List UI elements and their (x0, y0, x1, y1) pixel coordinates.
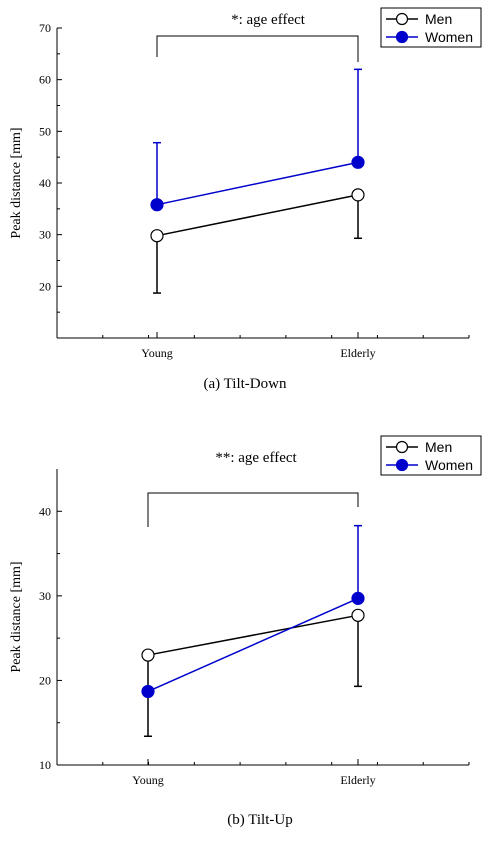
y-tick-label: 30 (39, 589, 51, 603)
significance-bracket (156, 35, 359, 62)
significance-bracket (147, 492, 359, 527)
annotation: *: age effect (231, 12, 306, 28)
series-line-men (147, 614, 359, 656)
y-tick-label: 40 (39, 176, 51, 190)
legend-label: Men (425, 11, 452, 27)
y-tick-label: 30 (39, 228, 51, 242)
data-point-women (351, 155, 365, 169)
legend-label: Men (425, 439, 452, 455)
data-point-men (141, 648, 155, 662)
caption: (b) Tilt-Up (227, 812, 292, 828)
data-point-men (150, 229, 164, 243)
annotation: **: age effect (215, 450, 297, 466)
x-tick-label: Young (132, 773, 163, 787)
x-tick-label: Young (141, 346, 172, 360)
caption: (a) Tilt-Down (204, 376, 287, 392)
series-line-women (156, 161, 359, 206)
y-tick-label: 20 (39, 279, 51, 293)
x-tick-label: Elderly (340, 773, 375, 787)
data-point-women (141, 684, 155, 699)
data-point-women (351, 591, 365, 605)
y-tick-label: 10 (39, 758, 51, 772)
y-tick-label: 40 (39, 504, 51, 518)
data-point-men (351, 188, 365, 202)
legend-label: Women (425, 457, 473, 473)
y-axis-label: Peak distance [mm] (9, 127, 24, 238)
legend: Men Women (380, 7, 482, 48)
legend: Men Women (380, 435, 482, 476)
legend-marker (395, 12, 409, 26)
legend-marker (395, 30, 409, 44)
y-tick-label: 70 (39, 21, 51, 35)
chart-panel-1: 20 30 40 50 60 70 Young Elderly Peak distance [m… (9, 7, 482, 392)
chart-panel-2: 10 20 30 40 Young Elderly Peak distance [mm] **… (9, 435, 482, 828)
x-tick-label: Elderly (340, 346, 375, 360)
data-point-men (351, 608, 365, 622)
y-tick-label: 20 (39, 673, 51, 687)
legend-label: Women (425, 29, 473, 45)
y-tick-label: 60 (39, 73, 51, 87)
series-line-men (156, 194, 359, 237)
series-line-women (147, 597, 359, 693)
data-point-women (150, 198, 164, 212)
y-axis-label: Peak distance [mm] (9, 561, 24, 672)
y-tick-label: 50 (39, 124, 51, 138)
legend-marker (395, 440, 409, 454)
legend-marker (395, 458, 409, 472)
